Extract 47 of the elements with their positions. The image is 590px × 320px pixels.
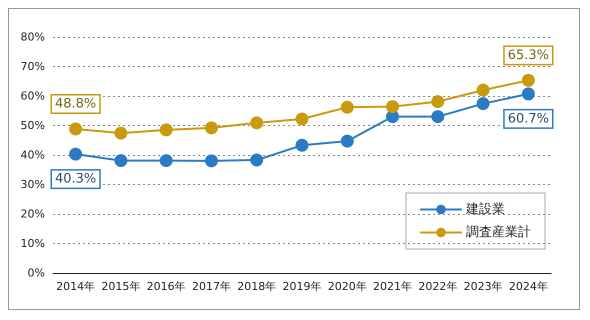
legend-label: 建設業: [465, 202, 505, 217]
point: [476, 84, 490, 97]
x-tick-label: 2020年: [328, 280, 367, 293]
x-tick-label: 2021年: [373, 280, 412, 293]
data-label: 48.8%: [54, 96, 96, 112]
point: [386, 100, 400, 114]
x-tick-label: 2017年: [192, 280, 231, 293]
point: [69, 148, 82, 161]
point: [431, 110, 444, 124]
x-tick-label: 2016年: [146, 280, 186, 293]
y-tick-label: 80%: [20, 30, 45, 44]
x-tick-label: 2019年: [282, 280, 322, 293]
point: [160, 123, 173, 136]
point: [476, 97, 490, 110]
x-tick-label: 2024年: [508, 280, 548, 293]
point: [114, 126, 128, 140]
point: [522, 87, 535, 100]
point: [250, 116, 264, 130]
data-label: 40.3%: [54, 172, 96, 187]
y-tick-label: 50%: [20, 119, 45, 132]
point: [431, 95, 444, 108]
point: [204, 154, 218, 168]
point: [204, 121, 218, 134]
x-tick-label: 2018年: [237, 280, 276, 293]
x-tick-label: 2014年: [56, 280, 96, 293]
point: [114, 154, 128, 168]
y-tick-label: 70%: [20, 60, 45, 73]
y-tick-label: 0%: [28, 266, 45, 280]
point: [522, 74, 535, 87]
y-tick-label: 60%: [20, 90, 45, 102]
point: [296, 138, 308, 152]
y-tick-label: 10%: [20, 237, 45, 250]
point: [160, 154, 173, 168]
y-tick-label: 20%: [20, 208, 45, 220]
point: [340, 100, 354, 114]
y-tick-label: 30%: [20, 178, 45, 191]
legend-label: 調査産業計: [466, 224, 531, 240]
point: [340, 134, 354, 148]
data-label: 60.7%: [508, 111, 550, 126]
point: [250, 154, 264, 167]
data-label: 65.3%: [508, 48, 550, 63]
x-tick-label: 2022年: [418, 280, 458, 293]
point: [296, 112, 308, 126]
y-tick-label: 40%: [20, 148, 45, 162]
point: [69, 122, 82, 136]
x-tick-label: 2015年: [101, 280, 140, 293]
x-tick-label: 2023年: [464, 280, 503, 293]
